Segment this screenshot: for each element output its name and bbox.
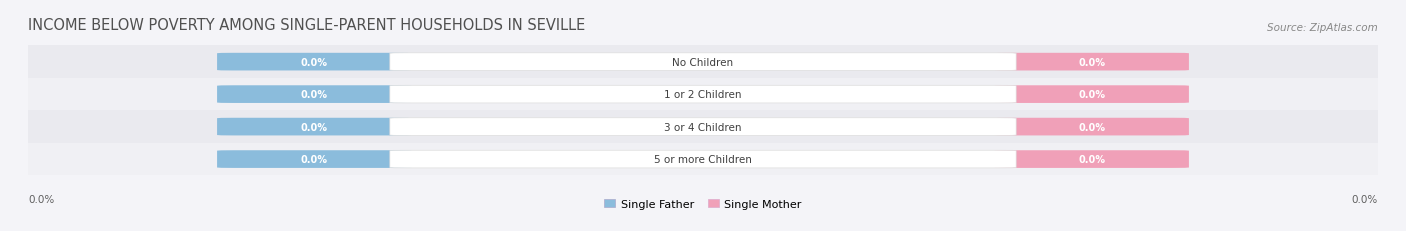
Text: 0.0%: 0.0% bbox=[1351, 194, 1378, 204]
Text: No Children: No Children bbox=[672, 57, 734, 67]
Legend: Single Father, Single Mother: Single Father, Single Mother bbox=[605, 199, 801, 209]
FancyBboxPatch shape bbox=[217, 54, 412, 71]
FancyBboxPatch shape bbox=[389, 151, 1017, 168]
FancyBboxPatch shape bbox=[217, 118, 412, 136]
Text: 0.0%: 0.0% bbox=[301, 154, 328, 164]
Text: 1 or 2 Children: 1 or 2 Children bbox=[664, 90, 742, 100]
Text: 0.0%: 0.0% bbox=[301, 122, 328, 132]
Bar bbox=[28, 143, 1378, 176]
Text: 5 or more Children: 5 or more Children bbox=[654, 154, 752, 164]
FancyBboxPatch shape bbox=[217, 151, 412, 168]
Text: 0.0%: 0.0% bbox=[1078, 122, 1105, 132]
FancyBboxPatch shape bbox=[994, 151, 1189, 168]
Bar bbox=[28, 79, 1378, 111]
FancyBboxPatch shape bbox=[389, 86, 1017, 103]
Text: 0.0%: 0.0% bbox=[28, 194, 55, 204]
Text: 0.0%: 0.0% bbox=[1078, 57, 1105, 67]
Bar bbox=[28, 46, 1378, 79]
Text: 0.0%: 0.0% bbox=[301, 57, 328, 67]
FancyBboxPatch shape bbox=[389, 118, 1017, 136]
FancyBboxPatch shape bbox=[994, 118, 1189, 136]
Text: 0.0%: 0.0% bbox=[1078, 154, 1105, 164]
Text: Source: ZipAtlas.com: Source: ZipAtlas.com bbox=[1267, 23, 1378, 33]
FancyBboxPatch shape bbox=[994, 86, 1189, 103]
Text: 0.0%: 0.0% bbox=[301, 90, 328, 100]
Text: 0.0%: 0.0% bbox=[1078, 90, 1105, 100]
Bar bbox=[28, 111, 1378, 143]
FancyBboxPatch shape bbox=[217, 86, 412, 103]
Text: 3 or 4 Children: 3 or 4 Children bbox=[664, 122, 742, 132]
FancyBboxPatch shape bbox=[994, 54, 1189, 71]
FancyBboxPatch shape bbox=[389, 54, 1017, 71]
Text: INCOME BELOW POVERTY AMONG SINGLE-PARENT HOUSEHOLDS IN SEVILLE: INCOME BELOW POVERTY AMONG SINGLE-PARENT… bbox=[28, 18, 585, 33]
